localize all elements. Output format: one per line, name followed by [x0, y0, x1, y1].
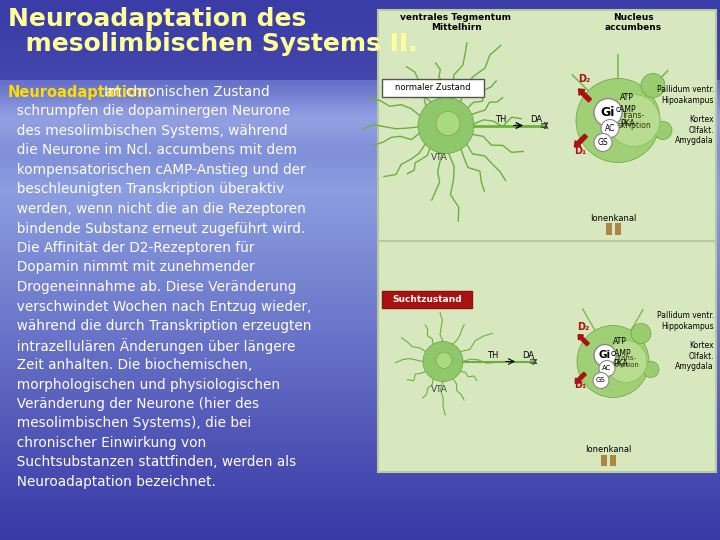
FancyArrow shape [575, 372, 586, 383]
Circle shape [605, 341, 647, 382]
Text: Suchtsubstanzen stattfinden, werden als: Suchtsubstanzen stattfinden, werden als [8, 456, 296, 469]
Text: werden, wenn nicht die an die Rezeptoren: werden, wenn nicht die an die Rezeptoren [8, 202, 306, 216]
Text: chronischer Einwirkung von: chronischer Einwirkung von [8, 436, 206, 450]
Text: D₁: D₁ [574, 145, 586, 156]
Text: GS: GS [596, 377, 606, 383]
Text: AC: AC [605, 124, 615, 133]
Text: intrazellulären Änderungen über längere: intrazellulären Änderungen über längere [8, 339, 295, 354]
Circle shape [576, 78, 660, 163]
FancyBboxPatch shape [382, 291, 472, 307]
FancyBboxPatch shape [382, 78, 484, 97]
Text: Die Affinität der D2-Rezeptoren für: Die Affinität der D2-Rezeptoren für [8, 241, 254, 255]
Bar [610, 455, 616, 466]
Text: Neuroadaptation bezeichnet.: Neuroadaptation bezeichnet. [8, 475, 216, 489]
Text: normaler Zustand: normaler Zustand [395, 83, 471, 92]
Text: Gi: Gi [600, 106, 615, 119]
Text: GS: GS [598, 138, 608, 147]
Text: Kortex
Olfakt.
Amygdala: Kortex Olfakt. Amygdala [675, 341, 714, 372]
Text: Neuroadaptation des: Neuroadaptation des [8, 7, 306, 31]
Text: D₂: D₂ [578, 75, 590, 84]
Text: Ionenkanal: Ionenkanal [585, 445, 631, 454]
Text: Suchtzustand: Suchtzustand [392, 294, 462, 303]
Text: die Neurone im Ncl. accumbens mit dem: die Neurone im Ncl. accumbens mit dem [8, 144, 297, 158]
Circle shape [594, 345, 616, 367]
Text: Pallidum ventr.
Hippokampus: Pallidum ventr. Hippokampus [657, 312, 714, 331]
Circle shape [436, 353, 452, 368]
FancyArrow shape [578, 335, 589, 346]
Text: Dopamin nimmt mit zunehmender: Dopamin nimmt mit zunehmender [8, 260, 255, 274]
Text: beschleunigten Transkription überaktiv: beschleunigten Transkription überaktiv [8, 183, 284, 197]
Text: cAMP: cAMP [611, 348, 631, 357]
Bar [378, 10, 716, 472]
Circle shape [577, 326, 649, 397]
Text: DA: DA [522, 350, 534, 360]
Circle shape [436, 111, 460, 136]
Text: Trans-
skription: Trans- skription [617, 111, 651, 130]
Bar [606, 223, 612, 235]
Bar [601, 455, 607, 466]
Text: Ionenkanal: Ionenkanal [590, 214, 636, 223]
Text: DA: DA [530, 114, 542, 124]
Circle shape [418, 98, 474, 153]
Text: mesolimbischen Systems), die bei: mesolimbischen Systems), die bei [8, 416, 251, 430]
Circle shape [643, 361, 659, 377]
Circle shape [594, 133, 612, 152]
Circle shape [599, 361, 615, 376]
Text: morphologischen und physiologischen: morphologischen und physiologischen [8, 377, 280, 392]
Text: PKA: PKA [620, 118, 635, 127]
Text: Pallidum ventr.
Hipoakampus: Pallidum ventr. Hipoakampus [657, 85, 714, 105]
Text: bindende Substanz erneut zugeführt wird.: bindende Substanz erneut zugeführt wird. [8, 221, 305, 235]
Circle shape [593, 373, 609, 388]
Text: ATP: ATP [613, 336, 627, 346]
Text: ventrales Tegmentum
Mittelhirn: ventrales Tegmentum Mittelhirn [400, 13, 511, 32]
Text: D₁: D₁ [574, 381, 586, 390]
Text: des mesolimbischen Systems, während: des mesolimbischen Systems, während [8, 124, 287, 138]
Text: D₂: D₂ [577, 321, 589, 332]
FancyArrow shape [578, 89, 591, 102]
Text: Im chronischen Zustand: Im chronischen Zustand [104, 85, 269, 99]
Text: verschwindet Wochen nach Entzug wieder,: verschwindet Wochen nach Entzug wieder, [8, 300, 311, 314]
Text: Trans-
kription: Trans- kription [613, 355, 639, 368]
Text: kompensatorischen cAMP-Anstieg und der: kompensatorischen cAMP-Anstieg und der [8, 163, 305, 177]
Text: Nucleus
accumbens: Nucleus accumbens [604, 13, 662, 32]
Bar [615, 223, 621, 235]
Text: AC: AC [603, 366, 612, 372]
Circle shape [641, 73, 665, 98]
Text: PKA: PKA [613, 360, 628, 368]
Text: cAMP: cAMP [616, 105, 636, 114]
Text: ATP: ATP [620, 93, 634, 103]
Bar [0, 0, 720, 80]
Circle shape [654, 122, 672, 139]
Text: Gi: Gi [599, 350, 611, 361]
Text: mesolimbischen Systems II.: mesolimbischen Systems II. [8, 32, 418, 56]
Text: VTA: VTA [431, 153, 448, 163]
FancyArrow shape [575, 134, 588, 147]
Text: Neuroadaptation.: Neuroadaptation. [8, 85, 154, 100]
Text: TH: TH [487, 350, 499, 360]
Circle shape [601, 119, 619, 138]
Text: Veränderung der Neurone (hier des: Veränderung der Neurone (hier des [8, 397, 259, 411]
Text: schrumpfen die dopaminergen Neurone: schrumpfen die dopaminergen Neurone [8, 105, 290, 118]
Text: während die durch Transkription erzeugten: während die durch Transkription erzeugte… [8, 319, 312, 333]
Text: TH: TH [495, 114, 507, 124]
Text: Zeit anhalten. Die biochemischen,: Zeit anhalten. Die biochemischen, [8, 358, 253, 372]
Text: Kortex
Olfakt.
Amygdala: Kortex Olfakt. Amygdala [675, 116, 714, 145]
Text: Drogeneinnahme ab. Diese Veränderung: Drogeneinnahme ab. Diese Veränderung [8, 280, 297, 294]
Circle shape [594, 98, 622, 126]
Text: VTA: VTA [431, 384, 448, 394]
Circle shape [423, 341, 463, 381]
Circle shape [631, 323, 651, 343]
Circle shape [608, 94, 660, 146]
